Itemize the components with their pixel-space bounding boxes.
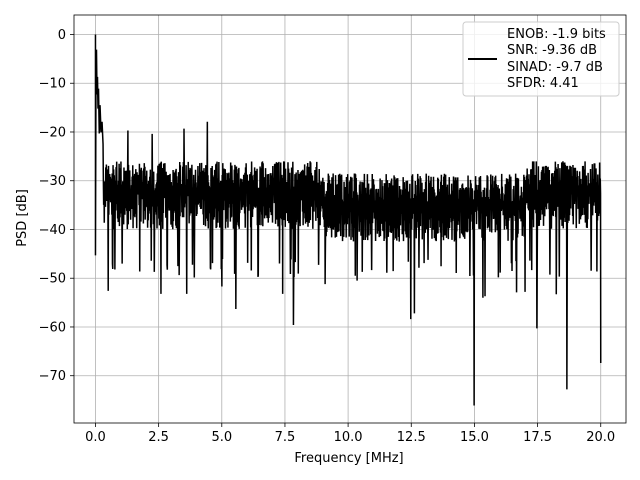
legend: ENOB: -1.9 bits SNR: -9.36 dB SINAD: -9.…: [462, 21, 620, 97]
y-tick-label: 0: [58, 28, 66, 43]
legend-enob: ENOB: -1.9 bits: [507, 27, 606, 42]
legend-sfdr: SFDR: 4.41: [507, 76, 579, 91]
x-axis-label: Frequency [MHz]: [294, 451, 403, 466]
y-tick-label: −20: [39, 125, 66, 140]
x-tick-label: 5.0: [211, 430, 232, 445]
x-tick-label: 0.0: [85, 430, 106, 445]
y-tick-label: −30: [39, 174, 66, 189]
psd-trace: [94, 34, 602, 406]
y-tick-label: −60: [39, 320, 66, 335]
x-tick-label: 20.0: [586, 430, 615, 445]
x-tick-label: 12.5: [397, 430, 426, 445]
y-tick-label: −70: [39, 369, 66, 384]
x-axis-ticks: 0.0 2.5 5.0 7.5 10.0 12.5 15.0 17.5 20.0: [85, 423, 615, 445]
x-tick-label: 7.5: [275, 430, 296, 445]
y-tick-label: −10: [39, 77, 66, 92]
axes-frame: [73, 14, 627, 424]
x-tick-label: 17.5: [523, 430, 552, 445]
x-tick-label: 10.0: [334, 430, 363, 445]
y-tick-label: −50: [39, 272, 66, 287]
legend-box: [462, 21, 620, 97]
y-axis-ticks: 0 −10 −20 −30 −40 −50 −60 −70: [39, 28, 74, 384]
legend-sinad: SINAD: -9.7 dB: [507, 60, 603, 75]
y-tick-label: −40: [39, 223, 66, 238]
x-tick-label: 2.5: [148, 430, 169, 445]
y-axis-label: PSD [dB]: [15, 189, 30, 247]
legend-snr: SNR: -9.36 dB: [507, 43, 597, 58]
psd-series: [94, 34, 602, 406]
x-tick-label: 15.0: [460, 430, 489, 445]
